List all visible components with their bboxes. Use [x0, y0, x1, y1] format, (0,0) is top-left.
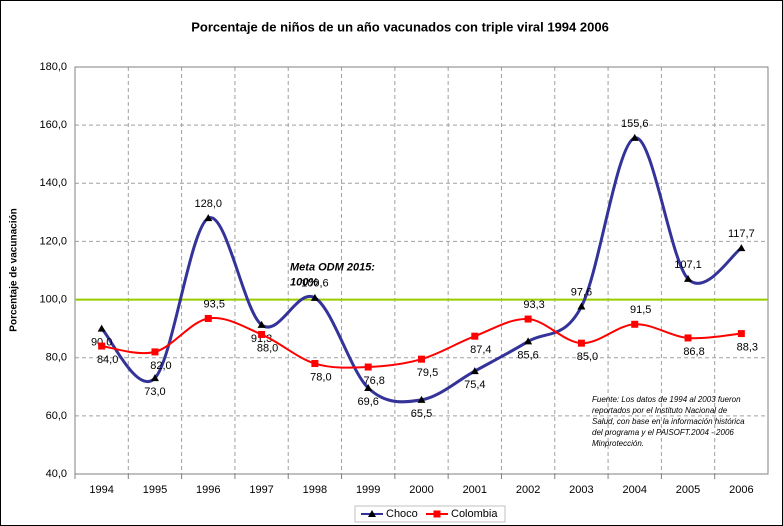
x-tick-label: 1998	[303, 484, 327, 496]
marker	[737, 244, 746, 252]
data-label: 85,6	[517, 349, 538, 361]
data-label: 84,0	[97, 354, 118, 366]
x-tick-label: 1995	[143, 484, 167, 496]
marker	[577, 302, 586, 310]
y-tick-label: 60,0	[46, 410, 67, 422]
data-label: 86,8	[683, 346, 704, 358]
marker	[364, 383, 373, 391]
y-axis-label: Porcentaje de vacunación	[9, 208, 20, 331]
x-tick-label: 2002	[516, 484, 540, 496]
x-tick-label: 2003	[569, 484, 593, 496]
x-tick-label: 1996	[196, 484, 220, 496]
data-label: 93,5	[204, 298, 225, 310]
y-tick-label: 120,0	[39, 235, 67, 247]
y-tick-label: 160,0	[39, 119, 67, 131]
marker	[98, 342, 106, 350]
x-tick-label: 2006	[729, 484, 753, 496]
marker	[631, 320, 639, 328]
data-label: 117,7	[728, 228, 755, 240]
marker	[417, 395, 426, 403]
data-label: 69,6	[357, 396, 378, 408]
y-tick-label: 100,0	[39, 293, 67, 305]
data-label: 82,0	[150, 360, 171, 372]
data-label: 65,5	[411, 408, 432, 420]
marker	[577, 339, 585, 347]
data-label: 87,4	[470, 344, 491, 356]
marker	[524, 315, 532, 323]
marker	[151, 348, 159, 356]
source-note: del programa y el PAISOFT.2004 - 2006	[592, 428, 734, 437]
series-line	[100, 136, 743, 404]
data-label: 88,3	[737, 341, 758, 353]
y-tick-label: 180,0	[39, 61, 67, 73]
chart-title: Porcentaje de niños de un año vacunados …	[191, 19, 609, 34]
data-label: 91,3	[251, 333, 272, 345]
marker	[204, 214, 213, 222]
data-label: 79,5	[417, 367, 438, 379]
marker	[257, 320, 266, 328]
data-label: 100,6	[301, 278, 329, 290]
x-tick-label: 1997	[249, 484, 273, 496]
legend-marker	[433, 510, 441, 518]
x-tick-label: 2000	[409, 484, 433, 496]
marker	[684, 334, 692, 342]
marker	[258, 330, 266, 338]
marker	[737, 330, 745, 338]
marker	[310, 293, 319, 301]
marker	[471, 332, 479, 340]
y-tick-label: 80,0	[46, 352, 67, 364]
y-tick-label: 40,0	[46, 468, 67, 480]
data-label: 128,0	[195, 198, 223, 210]
target-label: Meta ODM 2015:	[290, 261, 375, 273]
data-label: 85,0	[577, 351, 598, 363]
legend-label: Choco	[386, 508, 418, 520]
marker	[524, 337, 533, 345]
marker	[204, 314, 212, 322]
marker	[364, 363, 372, 371]
source-note: reportados por el Instituto Nacional de	[592, 406, 728, 415]
x-tick-label: 2005	[676, 484, 700, 496]
marker	[97, 324, 106, 332]
data-label: 97,6	[571, 286, 592, 298]
data-label: 155,6	[621, 118, 649, 130]
x-tick-label: 2001	[463, 484, 487, 496]
x-tick-label: 1994	[89, 484, 113, 496]
marker	[150, 374, 159, 382]
data-label: 73,0	[144, 386, 165, 398]
data-label: 93,3	[523, 299, 544, 311]
plot-border	[74, 66, 769, 475]
source-note: Salud, con base en la información histór…	[592, 417, 745, 426]
marker	[470, 367, 479, 375]
marker	[418, 355, 425, 363]
marker	[630, 133, 639, 141]
data-label: 78,0	[310, 371, 331, 383]
source-note: Minprotección.	[592, 439, 644, 448]
target-label: 100%	[290, 276, 318, 288]
legend-label: Colombia	[451, 508, 498, 520]
legend-marker	[368, 510, 376, 517]
x-tick-label: 1999	[356, 484, 380, 496]
source-note: Fuente: Los datos de 1994 al 2003 fueron	[592, 395, 741, 404]
data-label: 75,4	[464, 379, 485, 391]
x-tick-label: 2004	[622, 484, 646, 496]
data-label: 88,0	[257, 342, 278, 354]
data-label: 76,8	[363, 375, 384, 387]
data-label: 91,5	[630, 304, 651, 316]
y-tick-label: 140,0	[39, 177, 67, 189]
data-label: 90,0	[91, 337, 112, 349]
marker	[311, 360, 319, 368]
data-label: 107,1	[674, 259, 702, 271]
marker	[684, 274, 693, 282]
